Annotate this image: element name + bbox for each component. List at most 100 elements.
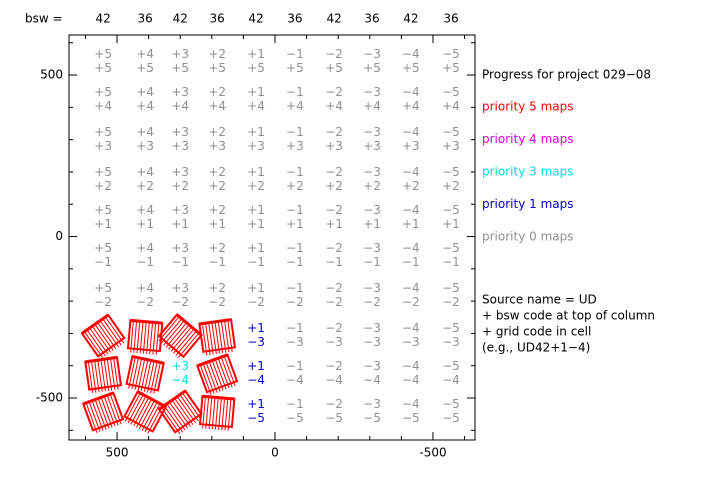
map-hatch — [152, 322, 157, 355]
cell-column-code: −4 — [402, 359, 420, 373]
map-hatch — [208, 361, 221, 392]
cell-column-code: −4 — [402, 165, 420, 179]
cell-row-code: −1 — [171, 255, 189, 269]
cell-row-code: −1 — [286, 255, 304, 269]
map-hatch — [163, 405, 183, 433]
bsw-code: 36 — [138, 12, 153, 26]
cell-row-code: −2 — [363, 295, 381, 309]
map-hatch — [130, 395, 147, 425]
map-hatch — [106, 395, 119, 426]
map-hatch — [131, 357, 139, 390]
cell-row-code: −2 — [208, 295, 226, 309]
cell-column-code: −1 — [286, 241, 304, 255]
cell-row-code: +3 — [208, 139, 226, 153]
cell-column-code: −2 — [325, 281, 343, 295]
legend-entry: priority 4 maps — [482, 132, 573, 146]
cell-column-code: +1 — [247, 281, 265, 295]
cell-column-code: −2 — [325, 359, 343, 373]
cell-row-code: −3 — [247, 335, 265, 349]
cell-row-code: +1 — [247, 217, 265, 231]
cell-column-code: +1 — [247, 47, 265, 61]
map-hatch — [208, 397, 213, 429]
map-glyph — [80, 313, 126, 359]
cell-row-code: +4 — [171, 99, 189, 113]
map-hatch — [85, 402, 98, 434]
map-hatch — [89, 327, 109, 355]
map-hatch — [174, 398, 194, 425]
cell-row-code: +3 — [94, 139, 112, 153]
cell-row-code: −5 — [325, 411, 343, 425]
cell-column-code: +2 — [208, 281, 226, 295]
cell-row-code: +1 — [363, 217, 381, 231]
map-hatch — [136, 321, 141, 354]
legend-entry: priority 0 maps — [482, 230, 573, 244]
cell-row-code: +3 — [286, 139, 304, 153]
map-hatch — [202, 396, 206, 429]
map-hatch — [165, 322, 187, 348]
map-glyph — [123, 390, 168, 434]
cell-column-code: −3 — [363, 359, 381, 373]
cell-column-code: −1 — [286, 165, 304, 179]
cell-column-code: +4 — [136, 165, 154, 179]
cell-column-code: −2 — [325, 397, 343, 411]
map-hatch — [88, 401, 101, 433]
cell-column-code: −5 — [442, 165, 460, 179]
map-hatch — [97, 360, 103, 392]
map-hatch — [176, 396, 197, 424]
map-edge — [196, 353, 228, 368]
cell-column-code: +4 — [136, 85, 154, 99]
cell-row-code: +5 — [208, 61, 226, 75]
map-hatch — [201, 323, 208, 356]
cell-row-code: +2 — [136, 179, 154, 193]
map-hatch — [171, 399, 191, 427]
map-glyph — [196, 353, 239, 396]
map-edge — [82, 391, 114, 406]
cell-row-code: +5 — [402, 61, 420, 75]
map-hatch — [173, 328, 195, 354]
cell-column-code: +4 — [136, 241, 154, 255]
cell-row-code: +2 — [247, 179, 265, 193]
cell-column-code: −3 — [363, 321, 381, 335]
map-hatch — [211, 397, 216, 430]
cell-column-code: −1 — [286, 321, 304, 335]
cell-column-code: −2 — [325, 321, 343, 335]
map-hatch — [214, 397, 219, 430]
cell-row-code: +4 — [136, 99, 154, 113]
bsw-code: 42 — [173, 12, 188, 26]
map-hatch — [155, 322, 160, 355]
cell-column-code: −2 — [325, 85, 343, 99]
map-hatch — [127, 394, 144, 424]
map-glyph — [198, 318, 237, 356]
bsw-code: 42 — [326, 12, 341, 26]
cell-column-code: +5 — [94, 241, 112, 255]
map-hatch — [205, 323, 211, 355]
map-hatch — [150, 361, 158, 394]
map-hatch — [134, 358, 143, 390]
cell-column-code: −3 — [363, 125, 381, 139]
cell-row-code: +1 — [325, 217, 343, 231]
map-hatch — [140, 359, 149, 392]
cell-row-code: +5 — [171, 61, 189, 75]
cell-column-code: −5 — [442, 397, 460, 411]
map-hatch — [91, 325, 112, 353]
cell-column-code: −1 — [286, 281, 304, 295]
map-hatch — [113, 357, 119, 390]
legend-entry: priority 3 maps — [482, 165, 573, 179]
cell-column-code: −4 — [402, 281, 420, 295]
map-hatch — [100, 359, 106, 392]
cell-column-code: +3 — [171, 241, 189, 255]
cell-row-code: −4 — [286, 373, 304, 387]
cell-column-code: −3 — [363, 203, 381, 217]
cell-row-code: +2 — [208, 179, 226, 193]
bsw-code: 36 — [287, 12, 302, 26]
map-hatch — [205, 396, 210, 429]
cell-row-code: +1 — [402, 217, 420, 231]
cell-row-code: −5 — [286, 411, 304, 425]
cell-column-code: +2 — [208, 203, 226, 217]
map-hatch — [224, 320, 230, 353]
map-hatch — [94, 360, 100, 393]
cell-column-code: +3 — [171, 203, 189, 217]
cell-column-code: +1 — [247, 359, 265, 373]
cell-row-code: −5 — [363, 411, 381, 425]
